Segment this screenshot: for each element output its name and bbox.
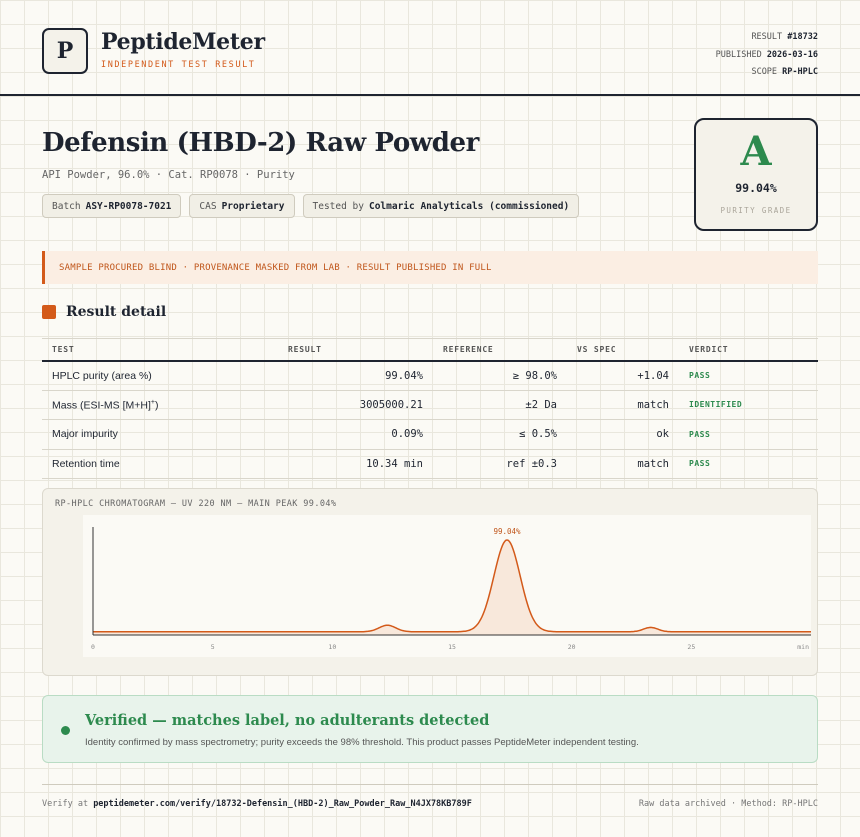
verified-title: Verified — matches label, no adulterants… <box>85 712 490 729</box>
brand-subtitle: INDEPENDENT TEST RESULT <box>101 60 256 70</box>
x-tick-label: 15 <box>448 643 456 651</box>
cas-tag-label: CAS <box>199 200 217 212</box>
grade-letter: A <box>740 128 772 175</box>
product-title: Defensin (HBD-2) Raw Powder <box>42 128 479 158</box>
table-row: HPLC purity (area %) 99.04% ≥ 98.0% +1.0… <box>42 360 818 391</box>
chart-title: RP-HPLC CHROMATOGRAM — UV 220 NM — MAIN … <box>55 499 337 509</box>
grade-value: 99.04% <box>735 181 777 195</box>
meta-result: RESULT #18732 <box>716 29 818 47</box>
verified-dot-icon <box>61 726 70 735</box>
meta-scope-label: SCOPE <box>751 67 778 77</box>
cell-verdict: IDENTIFIED <box>679 390 818 420</box>
cell-reference: ≥ 98.0% <box>433 360 567 391</box>
tested-by-tag-label: Tested by <box>312 200 364 212</box>
cell-verdict: PASS <box>679 419 818 450</box>
x-tick-label: 25 <box>687 643 695 651</box>
cell-verdict: PASS <box>679 449 818 479</box>
meta-published: PUBLISHED 2026-03-16 <box>716 47 818 65</box>
x-unit-label: min <box>797 643 809 651</box>
col-reference: REFERENCE <box>433 338 567 362</box>
batch-tag-label: Batch <box>52 200 81 212</box>
product-tags: Batch ASY-RP0078-7021 CAS Proprietary Test… <box>42 194 580 218</box>
chromatogram-chart: 0 5 10 15 20 25 min 99.04% <box>83 515 811 657</box>
cell-verdict: PASS <box>679 360 818 391</box>
cell-reference: ±2 Da <box>433 390 567 420</box>
cell-vs-spec: +1.04 <box>567 360 679 391</box>
verified-panel: Verified — matches label, no adulterants… <box>42 695 818 763</box>
col-result: RESULT <box>278 338 433 362</box>
footer-verify-prefix: Verify at <box>42 799 89 809</box>
chromatogram-line <box>93 539 811 633</box>
tested-by-tag-value: Colmaric Analyticals (commissioned) <box>368 200 570 212</box>
meta-published-label: PUBLISHED <box>715 49 762 60</box>
cell-test: Mass (ESI-MS [M+H]+) <box>42 390 278 420</box>
footer-verify: Verify at peptidemeter.com/verify/18732-… <box>42 799 472 809</box>
cell-reference: ref ±0.3 <box>433 449 567 479</box>
batch-tag: Batch ASY-RP0078-7021 <box>42 194 182 218</box>
cell-reference: ≤ 0.5% <box>433 419 567 450</box>
purity-grade-card: A 99.04% PURITY GRADE <box>694 118 818 231</box>
table-header-row: TEST RESULT REFERENCE VS SPEC VERDICT <box>42 338 818 362</box>
x-tick-label: 0 <box>91 643 95 651</box>
section-header: Result detail <box>42 304 166 320</box>
meta-result-value: #18732 <box>787 32 818 42</box>
cell-result: 3005000.21 <box>278 390 433 420</box>
x-tick-label: 5 <box>211 643 215 651</box>
peak-label: 99.04% <box>493 527 521 536</box>
result-table: TEST RESULT REFERENCE VS SPEC VERDICT HP… <box>42 338 818 479</box>
logo-mark: P <box>42 28 88 74</box>
col-vs-spec: VS SPEC <box>567 338 679 362</box>
meta-scope: SCOPE RP-HPLC <box>716 64 818 82</box>
tested-by-tag: Tested by Colmaric Analyticals (commissio… <box>302 194 580 218</box>
cell-test-end: ) <box>154 399 159 411</box>
table-row: Retention time 10.34 min ref ±0.3 match … <box>42 449 818 479</box>
cell-result: 0.09% <box>278 419 433 450</box>
verified-description: Identity confirmed by mass spectrometry;… <box>85 737 639 748</box>
chromatogram-card: RP-HPLC CHROMATOGRAM — UV 220 NM — MAIN … <box>42 488 818 676</box>
section-marker-icon <box>42 305 56 319</box>
cas-tag-value: Proprietary <box>221 200 285 212</box>
cell-vs-spec: ok <box>567 419 679 450</box>
meta-published-value: 2026-03-16 <box>766 49 818 60</box>
col-test: TEST <box>42 338 278 362</box>
grade-label: PURITY GRADE <box>720 206 792 215</box>
cell-vs-spec: match <box>567 390 679 420</box>
col-verdict: VERDICT <box>679 338 818 362</box>
plot-area <box>83 515 811 657</box>
cell-result: 99.04% <box>278 360 433 391</box>
cell-test: Major impurity <box>42 419 278 450</box>
provenance-banner: SAMPLE PROCURED BLIND · PROVENANCE MASKE… <box>42 251 818 284</box>
table-row: Mass (ESI-MS [M+H]+) 3005000.21 ±2 Da ma… <box>42 390 818 420</box>
product-subtitle: API Powder, 96.0% · Cat. RP0078 · Purity <box>42 169 295 181</box>
cell-test: HPLC purity (area %) <box>42 360 278 391</box>
cell-test-sup: + <box>150 398 155 406</box>
cell-vs-spec: match <box>567 449 679 479</box>
cas-tag: CAS Proprietary <box>189 194 295 218</box>
verify-link[interactable]: peptidemeter.com/verify/18732-Defensin_(… <box>93 799 472 809</box>
batch-tag-value: ASY-RP0078-7021 <box>85 200 172 212</box>
table-row: Major impurity 0.09% ≤ 0.5% ok PASS <box>42 419 818 450</box>
report-header: P PeptideMeter INDEPENDENT TEST RESULT R… <box>0 0 860 96</box>
footer-archive-note: Raw data archived · Method: RP-HPLC <box>638 799 818 809</box>
meta-result-label: RESULT <box>751 32 783 42</box>
report-meta: RESULT #18732 PUBLISHED 2026-03-16 SCOPE… <box>716 29 818 82</box>
footer-divider <box>42 784 818 785</box>
x-tick-label: 20 <box>568 643 576 651</box>
meta-scope-value: RP-HPLC <box>782 67 818 77</box>
section-title: Result detail <box>66 304 167 320</box>
brand-name: PeptideMeter <box>101 29 265 55</box>
cell-test-text: Mass (ESI-MS [M+H] <box>52 399 151 411</box>
cell-test: Retention time <box>42 449 278 479</box>
cell-result: 10.34 min <box>278 449 433 479</box>
x-tick-label: 10 <box>328 643 336 651</box>
